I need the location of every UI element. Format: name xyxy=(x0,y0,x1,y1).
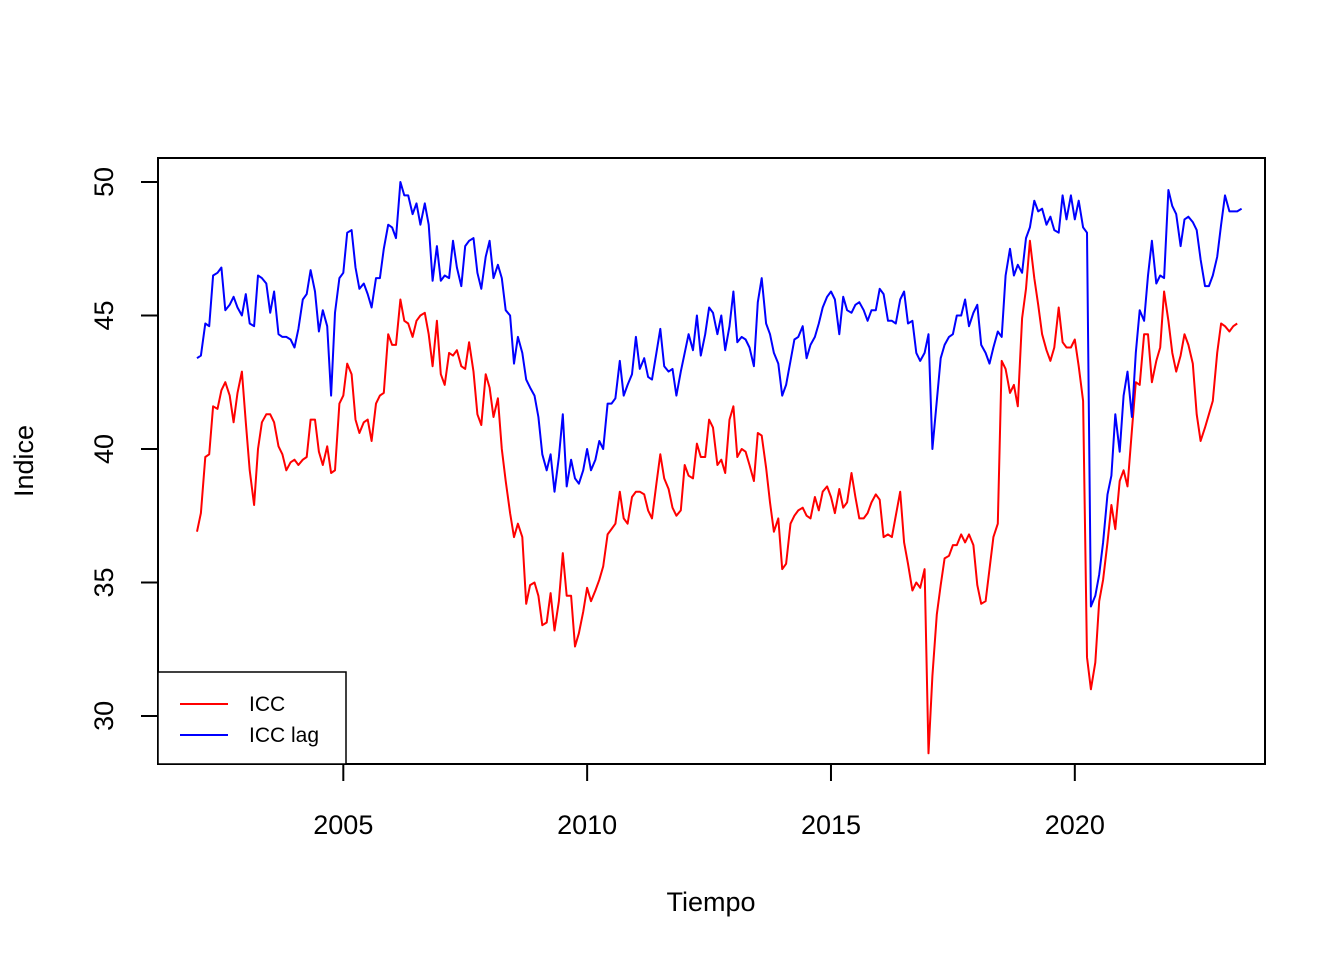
y-tick-label: 30 xyxy=(89,701,119,731)
series-line-icc xyxy=(196,239,1238,755)
x-tick-label: 2010 xyxy=(557,810,617,840)
x-tick-label: 2005 xyxy=(313,810,373,840)
y-tick-label: 40 xyxy=(89,434,119,464)
x-axis: 2005 2010 2015 2020 xyxy=(313,763,1105,840)
legend-box xyxy=(157,671,347,765)
series-layer xyxy=(196,181,1243,755)
legend-label-icc-lag: ICC lag xyxy=(249,724,319,747)
x-tick-label: 2015 xyxy=(801,810,861,840)
x-axis-title: Tiempo xyxy=(666,887,755,917)
y-tick-label: 35 xyxy=(89,567,119,597)
y-axis: 30 35 40 45 50 xyxy=(89,167,159,731)
series-line-icc-lag xyxy=(196,181,1243,608)
y-axis-title: Indice xyxy=(9,425,39,497)
legend: ICC ICC lag xyxy=(157,671,347,765)
y-tick-label: 45 xyxy=(89,300,119,330)
legend-label-icc: ICC xyxy=(249,693,285,716)
y-tick-label: 50 xyxy=(89,167,119,197)
x-tick-label: 2020 xyxy=(1045,810,1105,840)
